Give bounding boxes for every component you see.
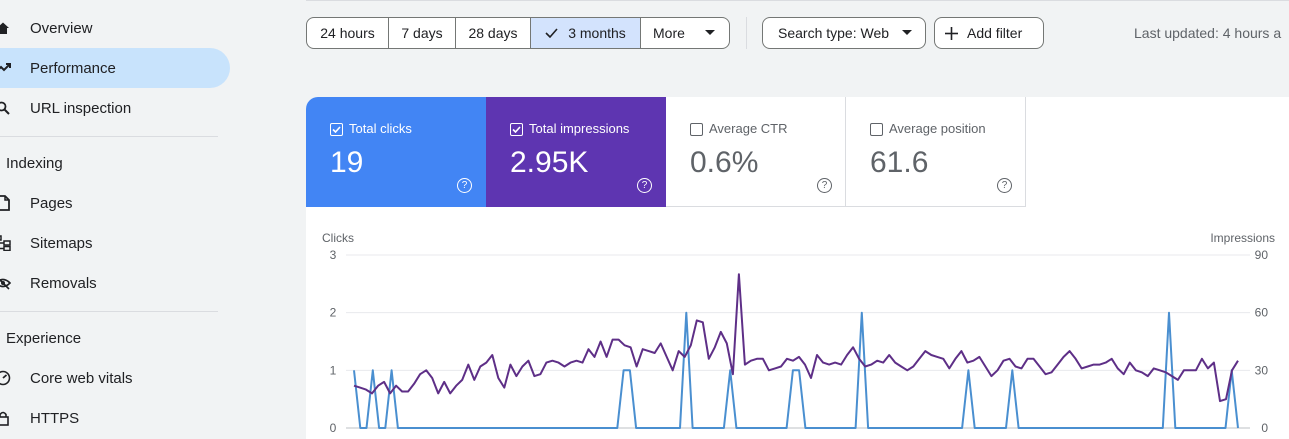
help-icon[interactable]: ?	[457, 178, 472, 193]
range-more-button[interactable]: More	[641, 18, 729, 48]
right-tick-label: 90	[1255, 248, 1269, 262]
eye-off-icon	[0, 274, 12, 292]
left-tick-label: 3	[330, 248, 337, 262]
sidebar-item-core-web-vitals[interactable]: Core web vitals	[0, 358, 230, 398]
right-axis-title: Impressions	[1210, 231, 1275, 245]
sidebar-item-label: Pages	[30, 194, 73, 212]
performance-card: Total clicks 19 ? Total impressions 2.95…	[306, 97, 1289, 439]
metric-total-clicks[interactable]: Total clicks 19 ?	[306, 97, 486, 207]
left-axis-title: Clicks	[322, 231, 354, 245]
metric-label: Average position	[889, 121, 986, 136]
section-title-indexing: Indexing	[6, 155, 63, 172]
range-28-days-button[interactable]: 28 days	[456, 18, 531, 48]
search-icon	[0, 99, 12, 117]
metric-value: 0.6%	[690, 146, 759, 179]
sidebar-divider	[0, 136, 218, 137]
sidebar-item-label: Overview	[30, 19, 93, 37]
lock-icon	[0, 409, 12, 427]
search-type-dropdown[interactable]: Search type: Web	[762, 17, 926, 49]
series-line-clicks	[353, 311, 1239, 429]
range-label: 24 hours	[320, 25, 375, 41]
toolbar-divider	[746, 17, 747, 49]
plus-icon	[945, 26, 958, 40]
sidebar-item-label: Performance	[30, 59, 116, 77]
check-icon	[545, 28, 558, 38]
metric-average-position[interactable]: Average position 61.6 ?	[846, 97, 1026, 207]
date-range-selector: 24 hours 7 days 28 days 3 months More	[306, 17, 730, 49]
metric-total-impressions[interactable]: Total impressions 2.95K ?	[486, 97, 666, 207]
sidebar-item-label: Core web vitals	[30, 369, 133, 387]
range-7-days-button[interactable]: 7 days	[389, 18, 456, 48]
sitemap-icon	[0, 234, 12, 252]
pages-icon	[0, 194, 12, 212]
checkbox-unchecked-icon[interactable]	[690, 123, 703, 136]
metric-value: 19	[330, 146, 364, 179]
series-line-impressions	[353, 273, 1239, 403]
left-tick-label: 1	[330, 363, 337, 377]
sidebar-item-https[interactable]: HTTPS	[0, 398, 230, 438]
sidebar-item-url-inspection[interactable]: URL inspection	[0, 88, 230, 128]
checkbox-unchecked-icon[interactable]	[870, 123, 883, 136]
left-tick-label: 2	[330, 306, 337, 320]
sidebar-item-overview[interactable]: Overview	[0, 8, 230, 48]
help-icon[interactable]: ?	[817, 178, 832, 193]
right-tick-label: 0	[1261, 421, 1268, 435]
range-label: 7 days	[401, 25, 443, 41]
home-icon	[0, 19, 12, 37]
dropdown-arrow-icon	[902, 30, 913, 36]
right-tick-label: 30	[1255, 363, 1269, 377]
section-title-experience: Experience	[6, 330, 82, 347]
sidebar-item-pages[interactable]: Pages	[0, 183, 230, 223]
metric-label: Average CTR	[709, 121, 788, 136]
metric-value: 61.6	[870, 146, 929, 179]
metric-label: Total impressions	[529, 121, 630, 136]
checkbox-checked-icon[interactable]	[330, 123, 343, 136]
add-filter-label: Add filter	[967, 25, 1023, 41]
metric-average-ctr[interactable]: Average CTR 0.6% ?	[666, 97, 846, 207]
last-updated-text: Last updated: 4 hours a	[1134, 25, 1282, 41]
right-tick-label: 60	[1255, 306, 1269, 320]
header-divider	[306, 0, 1289, 1]
help-icon[interactable]: ?	[997, 178, 1012, 193]
range-label: More	[653, 25, 685, 41]
metric-value: 2.95K	[510, 146, 589, 179]
sidebar-item-label: Sitemaps	[30, 234, 93, 252]
sidebar-item-label: HTTPS	[30, 409, 80, 427]
gauge-icon	[0, 369, 12, 387]
range-3-months-button[interactable]: 3 months	[531, 18, 641, 48]
sidebar: Overview Performance URL inspection Inde…	[0, 0, 246, 439]
sidebar-item-label: URL inspection	[30, 99, 132, 117]
sidebar-item-label: Removals	[30, 274, 97, 292]
performance-chart[interactable]: Clicks Impressions 3 90 2 60 1 30 0 0	[306, 97, 1289, 439]
sidebar-item-removals[interactable]: Removals	[0, 263, 230, 303]
add-filter-button[interactable]: Add filter	[934, 17, 1044, 49]
sidebar-divider	[0, 311, 218, 312]
trending-icon	[0, 59, 12, 77]
range-label: 3 months	[568, 25, 626, 41]
checkbox-checked-icon[interactable]	[510, 123, 523, 136]
range-label: 28 days	[468, 25, 518, 41]
help-icon[interactable]: ?	[637, 178, 652, 193]
range-24-hours-button[interactable]: 24 hours	[307, 18, 389, 48]
sidebar-item-performance[interactable]: Performance	[0, 48, 230, 88]
search-type-label: Search type: Web	[778, 25, 890, 41]
sidebar-item-sitemaps[interactable]: Sitemaps	[0, 223, 230, 263]
metric-label: Total clicks	[349, 121, 412, 136]
left-tick-label: 0	[330, 421, 337, 435]
dropdown-arrow-icon	[704, 30, 715, 36]
